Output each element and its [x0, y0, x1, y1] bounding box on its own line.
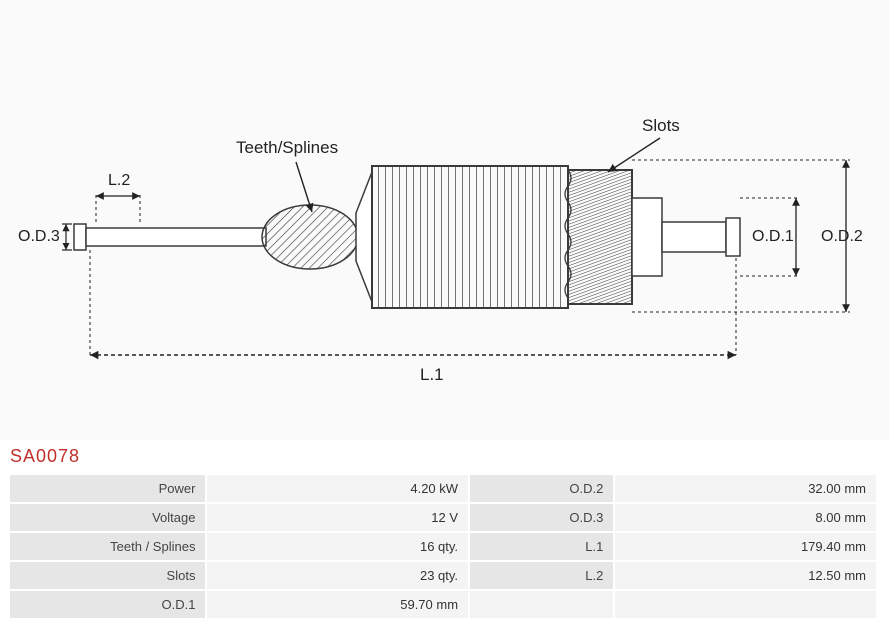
spec-value: 179.40 mm [615, 533, 876, 560]
spec-label: O.D.3 [470, 504, 613, 531]
spec-label: L.1 [470, 533, 613, 560]
spec-value: 12 V [207, 504, 468, 531]
spec-value: 8.00 mm [615, 504, 876, 531]
spec-value: 12.50 mm [615, 562, 876, 589]
table-row: O.D.159.70 mm [10, 591, 876, 618]
spec-table: Power4.20 kWO.D.232.00 mmVoltage12 VO.D.… [8, 473, 878, 620]
spec-label: L.2 [470, 562, 613, 589]
spec-label: O.D.2 [470, 475, 613, 502]
part-code: SA0078 [0, 440, 889, 473]
spec-label: Slots [10, 562, 205, 589]
table-row: Power4.20 kWO.D.232.00 mm [10, 475, 876, 502]
spec-label [470, 591, 613, 618]
table-row: Slots23 qty.L.212.50 mm [10, 562, 876, 589]
spec-label: O.D.1 [10, 591, 205, 618]
spec-value: 32.00 mm [615, 475, 876, 502]
spec-value: 4.20 kW [207, 475, 468, 502]
table-row: Voltage12 VO.D.38.00 mm [10, 504, 876, 531]
spec-label: Teeth / Splines [10, 533, 205, 560]
spec-value: 16 qty. [207, 533, 468, 560]
spec-label: Power [10, 475, 205, 502]
spec-value: 23 qty. [207, 562, 468, 589]
spec-value: 59.70 mm [207, 591, 468, 618]
spec-value [615, 591, 876, 618]
armature-svg [0, 0, 889, 440]
spec-label: Voltage [10, 504, 205, 531]
armature-diagram: Teeth/Splines Slots L.2 O.D.3 O.D.1 O.D.… [0, 0, 889, 440]
table-row: Teeth / Splines16 qty.L.1179.40 mm [10, 533, 876, 560]
